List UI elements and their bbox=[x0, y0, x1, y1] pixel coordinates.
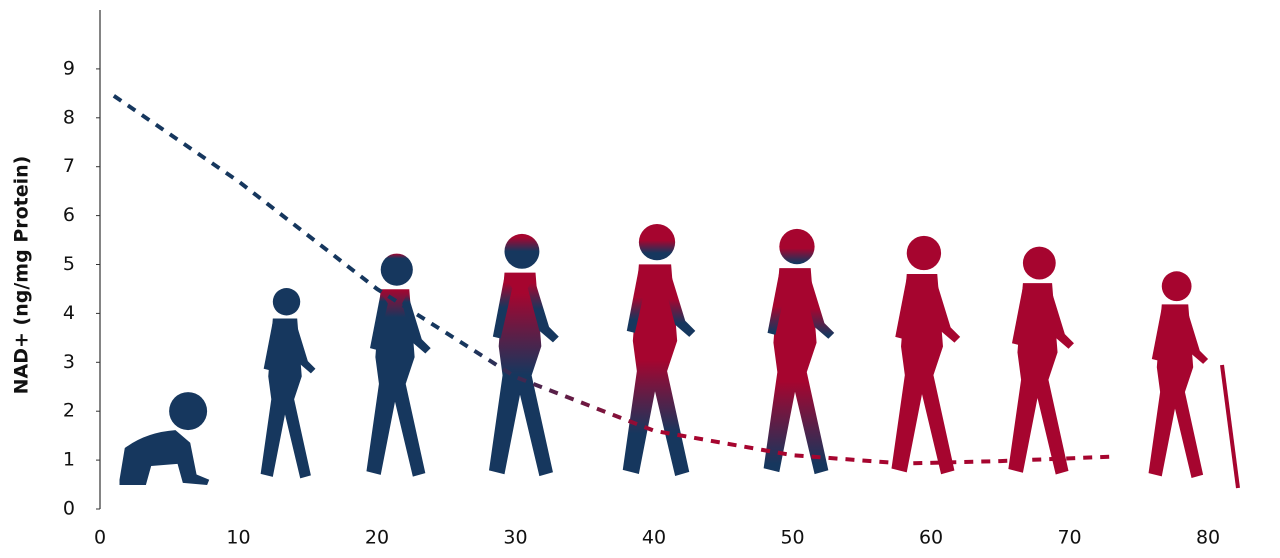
x-tick-label: 0 bbox=[94, 527, 106, 549]
y-tick-label: 3 bbox=[63, 351, 75, 373]
y-tick-label: 0 bbox=[63, 498, 75, 520]
y-tick-label: 1 bbox=[63, 449, 75, 471]
y-tick-label: 6 bbox=[63, 204, 75, 226]
silhouettes bbox=[119, 224, 1240, 489]
cane bbox=[1220, 364, 1240, 489]
silhouette bbox=[891, 235, 961, 475]
x-tick-label: 20 bbox=[365, 527, 389, 549]
data-line bbox=[112, 94, 1112, 466]
silhouette bbox=[488, 233, 559, 477]
y-tick-label: 5 bbox=[63, 253, 75, 275]
x-tick-label: 70 bbox=[1057, 527, 1081, 549]
silhouette bbox=[1008, 246, 1074, 475]
y-tick-label: 2 bbox=[63, 400, 75, 422]
x-tick-label: 50 bbox=[780, 527, 804, 549]
x-tick-label: 10 bbox=[226, 527, 250, 549]
y-tick-label: 8 bbox=[63, 106, 75, 128]
y-tick-label: 7 bbox=[63, 155, 75, 177]
x-tick-label: 40 bbox=[642, 527, 666, 549]
x-tick-label: 80 bbox=[1196, 527, 1220, 549]
y-tick-label: 9 bbox=[63, 57, 75, 79]
y-tick-label: 4 bbox=[63, 302, 75, 324]
y-axis-label: NAD+ (ng/mg Protein) bbox=[11, 156, 33, 395]
silhouette bbox=[119, 392, 210, 485]
silhouette bbox=[1148, 271, 1209, 479]
silhouette bbox=[622, 224, 696, 476]
silhouette bbox=[763, 228, 835, 475]
silhouette bbox=[260, 288, 316, 479]
x-tick-label: 60 bbox=[919, 527, 943, 549]
x-tick-label: 30 bbox=[503, 527, 527, 549]
